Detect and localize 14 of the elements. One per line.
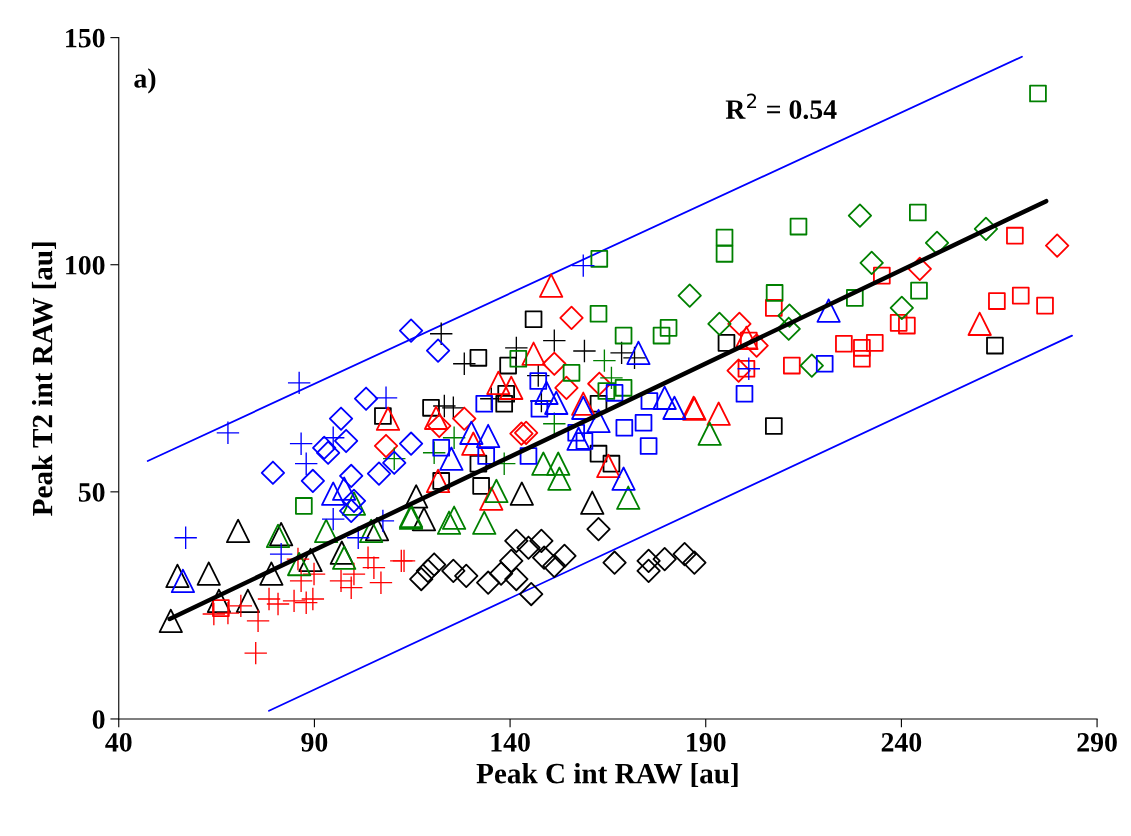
y-tick-label: 0 (92, 710, 105, 729)
y-tick-label: 100 (66, 255, 105, 275)
x-axis-title: Peak C int RAW [au] (476, 762, 738, 788)
x-tick-label: 190 (687, 732, 726, 752)
y-tick-label: 50 (78, 483, 105, 502)
x-tick-label: 290 (1077, 732, 1117, 752)
y-axis-title: Peak T2 int RAW [au] (31, 242, 57, 516)
x-tick-label: 140 (491, 732, 530, 752)
x-tick-label: 40 (105, 732, 132, 752)
annotation: R$^{2}$ = 0.54 (725, 93, 837, 120)
x-tick-label: 240 (881, 732, 922, 752)
x-tick-label: 90 (301, 732, 328, 752)
y-tick-label: 150 (66, 28, 105, 48)
annotation: a) (134, 68, 156, 94)
